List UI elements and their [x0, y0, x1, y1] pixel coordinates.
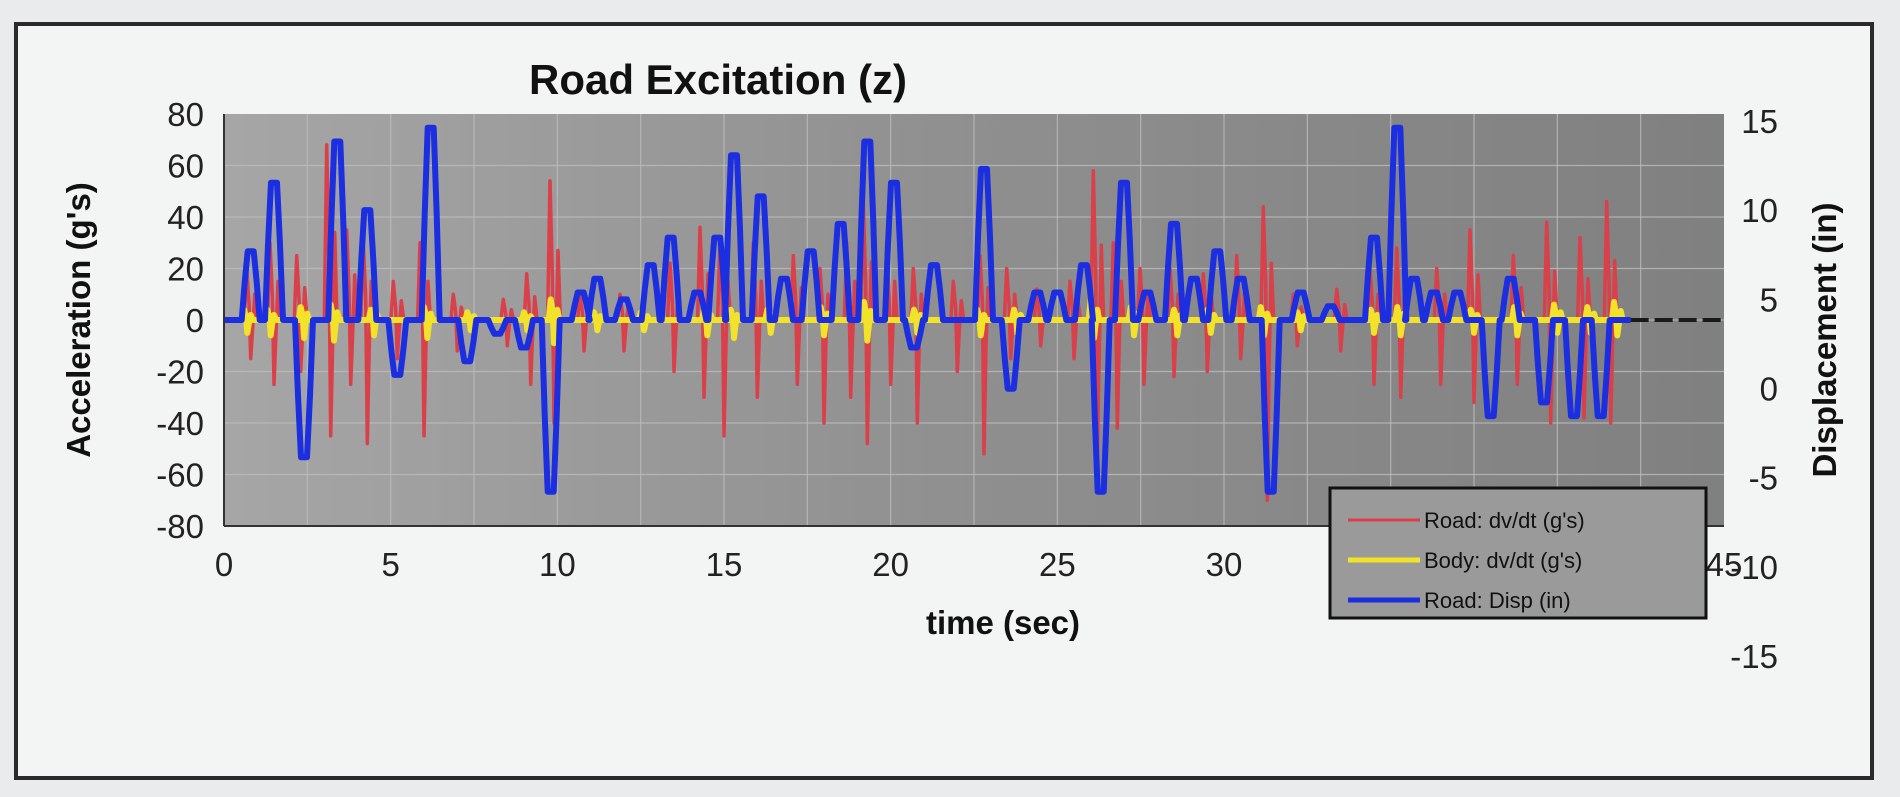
y-right-tick-label: 15	[1741, 103, 1778, 140]
x-tick-label: 5	[381, 546, 399, 583]
y-right-tick-label: -5	[1749, 460, 1778, 497]
chart-area[interactable]: 051015202530354045806040200-20-40-60-801…	[14, 22, 1874, 780]
x-tick-label: 20	[872, 546, 909, 583]
series-road-disp-line	[224, 124, 1631, 495]
legend-label: Body: dv/dt (g's)	[1424, 548, 1582, 573]
road-excitation-chart: 051015202530354045806040200-20-40-60-801…	[60, 56, 1843, 675]
y-left-tick-label: -60	[156, 457, 204, 494]
y-right-tick-label: 10	[1741, 192, 1778, 229]
y-left-tick-label: -80	[156, 508, 204, 545]
y-right-tick-label: 5	[1760, 281, 1778, 318]
x-tick-label: 0	[215, 546, 233, 583]
y-right-tick-label: -10	[1730, 549, 1778, 586]
y-left-tick-label: 40	[167, 199, 204, 236]
y-left-tick-label: 0	[186, 302, 204, 339]
series-layer	[224, 124, 1724, 503]
axes: 051015202530354045806040200-20-40-60-801…	[156, 96, 1778, 675]
x-tick-label: 15	[706, 546, 743, 583]
y-axis-left-title: Acceleration (g's)	[60, 182, 97, 458]
x-tick-label: 10	[539, 546, 576, 583]
x-tick-label: 45	[1706, 546, 1743, 583]
y-right-tick-label: 0	[1760, 371, 1778, 408]
legend-box	[1328, 486, 1708, 620]
y-left-tick-label: 80	[167, 96, 204, 133]
x-tick-label: 25	[1039, 546, 1076, 583]
y-left-tick-label: -40	[156, 405, 204, 442]
y-axis-right-title: Displacement (in)	[1806, 202, 1843, 477]
y-left-tick-label: 20	[167, 251, 204, 288]
y-right-tick-label: -15	[1730, 638, 1778, 675]
y-left-tick-label: 60	[167, 148, 204, 185]
legend[interactable]: Road: dv/dt (g's) Body: dv/dt (g's) Road: …	[1328, 486, 1708, 620]
chart-title: Road Excitation (z)	[529, 56, 907, 103]
x-tick-label: 30	[1206, 546, 1243, 583]
legend-label: Road: Disp (in)	[1424, 588, 1571, 613]
legend-label: Road: dv/dt (g's)	[1424, 508, 1585, 533]
x-axis-title: time (sec)	[926, 604, 1080, 641]
y-left-tick-label: -20	[156, 354, 204, 391]
